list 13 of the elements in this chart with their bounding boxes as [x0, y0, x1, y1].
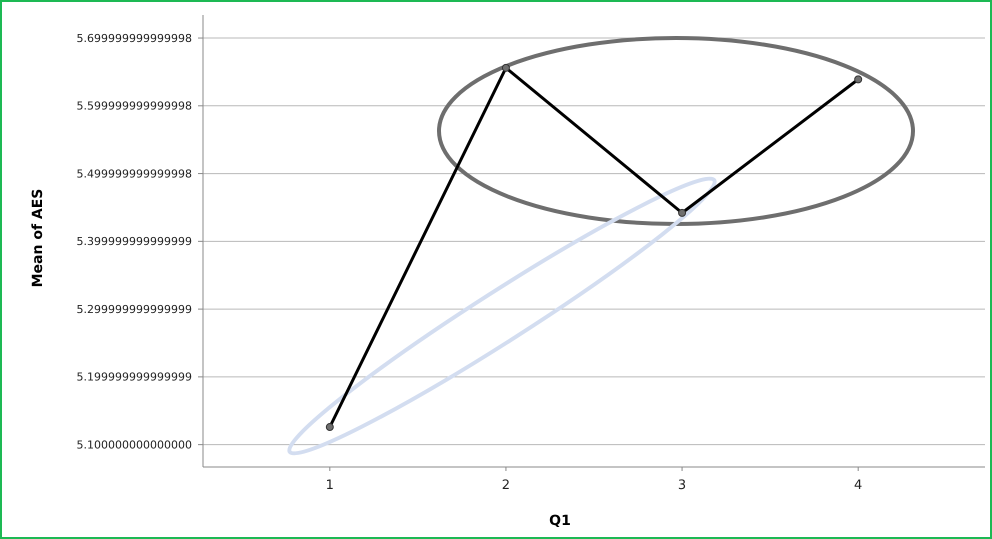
- y-tick-label: 5.599999999999998: [76, 100, 192, 113]
- y-tick-label: 5.399999999999999: [76, 235, 192, 248]
- y-axis-title: Mean of AES: [30, 188, 46, 288]
- y-tick-label: 5.699999999999998: [76, 32, 192, 45]
- x-axis-title: Q1: [549, 513, 571, 529]
- x-tick-label: 2: [502, 478, 510, 493]
- y-tick-label: 5.199999999999999: [76, 370, 192, 384]
- x-tick-label: 3: [678, 478, 686, 493]
- x-tick-label: 1: [326, 478, 334, 493]
- y-tick-label: 5.299999999999999: [76, 302, 192, 316]
- y-tick-label: 5.100000000000000: [76, 438, 192, 452]
- y-tick-label: 5.499999999999998: [76, 167, 192, 180]
- x-tick-label: 4: [854, 478, 862, 493]
